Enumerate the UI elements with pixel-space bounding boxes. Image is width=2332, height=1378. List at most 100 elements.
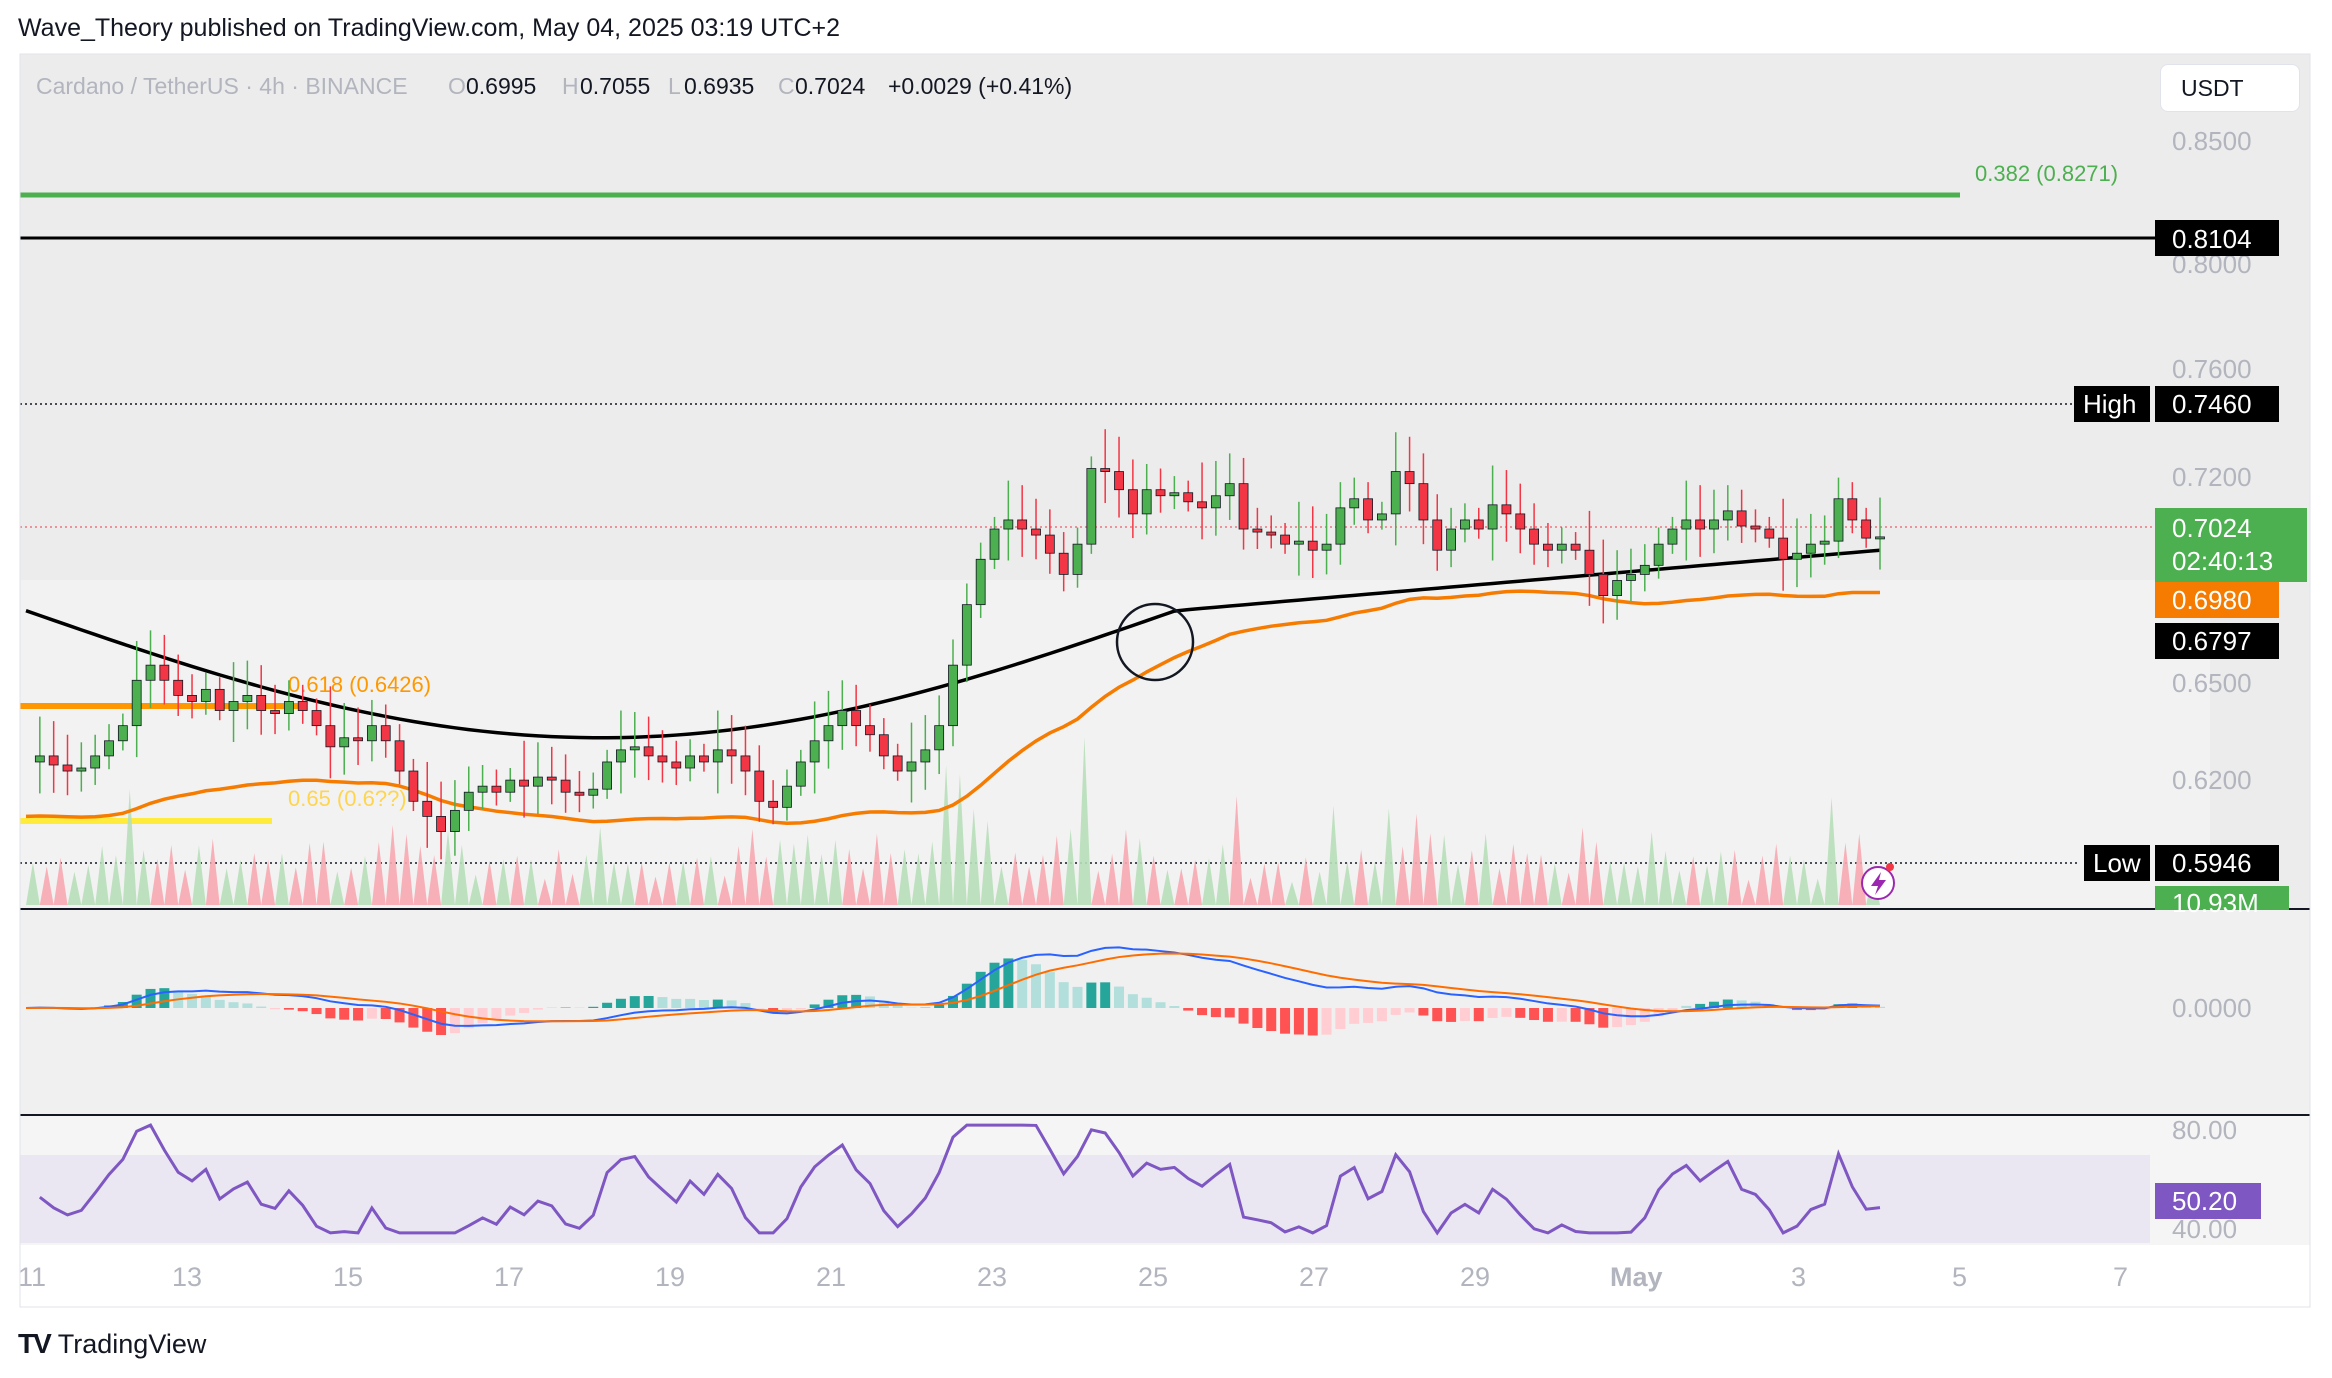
macd-histogram-bar: [671, 998, 682, 1008]
volume-bar: [53, 857, 68, 905]
lightning-icon[interactable]: [1861, 863, 1895, 900]
macd-histogram-bar: [1238, 1008, 1249, 1024]
volume-bar: [565, 873, 580, 905]
candle-body: [1736, 510, 1747, 527]
candle-body: [1501, 504, 1512, 515]
volume-bar: [676, 861, 691, 905]
volume-bar: [482, 860, 497, 905]
volume-bar: [164, 845, 179, 905]
time-tick: May: [1610, 1262, 1663, 1292]
candle-body: [1197, 501, 1207, 509]
candle-body: [823, 725, 834, 742]
macd-histogram-bar: [1390, 1008, 1401, 1015]
volume-bar: [302, 843, 317, 905]
candle-body: [1003, 519, 1014, 530]
candle-body: [920, 749, 931, 763]
volume-bar: [1603, 861, 1618, 905]
macd-histogram-bar: [1197, 1008, 1208, 1016]
volume-bar: [1686, 856, 1701, 905]
rsi-layer: [38, 1123, 1881, 1236]
volume-bar: [1215, 844, 1230, 905]
time-tick: 7: [2113, 1262, 2128, 1292]
macd-histogram-bar: [1127, 994, 1138, 1008]
price-tick: 0.6200: [2172, 765, 2252, 795]
volume-bar: [1547, 863, 1562, 905]
volume-bar: [510, 855, 525, 905]
countdown-text: 02:40:13: [2172, 546, 2273, 576]
candle-body: [629, 746, 640, 751]
macd-histogram-bar: [519, 1008, 530, 1013]
candle-body: [1363, 498, 1373, 521]
candle-body: [602, 761, 613, 790]
candle-body: [1764, 528, 1775, 539]
volume-bar: [1700, 865, 1714, 905]
volume-bar: [551, 849, 566, 905]
macd-histogram-bar: [1363, 1008, 1374, 1023]
candle-body: [436, 816, 446, 832]
candle-body: [1875, 536, 1885, 540]
volume-bar: [1492, 868, 1507, 905]
macd-pane-bg: [20, 910, 2310, 1115]
volume-bar: [496, 859, 511, 905]
macd-histogram-bar: [1100, 982, 1111, 1008]
macd-histogram-bar: [436, 1008, 447, 1036]
tradingview-brand[interactable]: TV TradingView: [18, 1328, 206, 1360]
candle-body: [1086, 468, 1097, 545]
macd-layer: [25, 946, 1885, 1036]
candle-body: [795, 761, 806, 787]
symbol-name: Cardano / TetherUS · 4h · BINANCE: [36, 73, 408, 99]
macd-histogram-bar: [1473, 1008, 1484, 1022]
volume-bar: [1022, 866, 1037, 905]
macd-histogram-bar: [1501, 1008, 1512, 1017]
candle-body: [408, 770, 419, 802]
macd-histogram-bar: [491, 1008, 502, 1020]
volume-bar: [828, 840, 843, 905]
macd-histogram-bar: [1307, 1008, 1318, 1036]
volume-bar: [1713, 851, 1728, 905]
macd-histogram-bar: [629, 996, 640, 1008]
candle-body: [1570, 543, 1581, 551]
macd-histogram-bar: [1487, 1008, 1498, 1018]
volume-bar: [800, 834, 815, 905]
macd-histogram-bar: [256, 1006, 267, 1008]
candle-layer: [34, 429, 1885, 860]
candle-body: [34, 755, 45, 763]
rsi-line: [38, 1123, 1881, 1236]
unit-selector-button[interactable]: USDT: [2160, 64, 2300, 112]
candle-body: [1667, 528, 1678, 545]
candle-body: [685, 755, 696, 769]
volume-bar: [1769, 843, 1784, 905]
volume-bar: [233, 859, 248, 905]
macd-histogram-bar: [754, 1008, 765, 1009]
candle-body: [187, 695, 197, 702]
fib-0382-label: 0.382 (0.8271): [1975, 161, 2118, 186]
candle-body: [948, 664, 958, 727]
candle-body: [491, 785, 502, 793]
candle-body: [851, 710, 862, 727]
volume-bar: [1824, 797, 1839, 905]
candle-body: [699, 755, 709, 763]
candle-body: [1750, 525, 1761, 530]
volume-bar: [620, 863, 635, 905]
macd-histogram-bar: [131, 994, 142, 1008]
candle-body: [228, 701, 239, 711]
volume-bar: [247, 853, 262, 905]
volume-bar: [690, 857, 704, 905]
volume-bar: [316, 841, 331, 905]
volume-bar: [1561, 872, 1576, 905]
candle-body: [643, 746, 654, 757]
volume-bar: [883, 853, 898, 905]
low-label-tag: [2084, 845, 2150, 881]
candle-body: [380, 725, 391, 742]
volume-bar: [178, 869, 193, 905]
macd-histogram-bar: [366, 1008, 377, 1019]
rsi-80-tick: 80.00: [2172, 1115, 2237, 1145]
candle-body: [1266, 531, 1277, 536]
signal-line: [25, 952, 1881, 1023]
candle-body: [477, 785, 488, 793]
candle-body: [1556, 543, 1567, 551]
high-label-text: High: [2083, 389, 2136, 419]
volume-bar: [67, 871, 82, 905]
ema200-tag: [2155, 623, 2279, 659]
